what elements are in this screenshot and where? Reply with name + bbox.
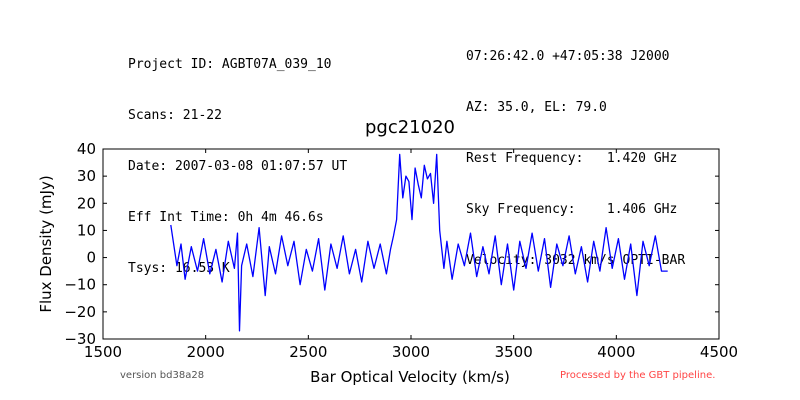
y-tick-label-10: 10 (77, 221, 96, 239)
x-tick-label-3500: 3500 (495, 343, 533, 361)
y-tick-label--30: −30 (64, 330, 96, 348)
plot-area: 1500 2000 2500 3000 3500 4000 4500 −30 −20 −10 0 10… (64, 140, 738, 361)
observation-info-right: 07:26:42.0 +47:05:38 J2000 AZ: 35.0, EL:… (466, 14, 685, 286)
date: Date: 2007-03-08 01:07:57 UT (128, 159, 348, 174)
x-axis-label: Bar Optical Velocity (km/s) (310, 368, 510, 386)
az-el: AZ: 35.0, EL: 79.0 (466, 100, 607, 115)
pipeline-note: Processed by the GBT pipeline. (560, 370, 716, 381)
observation-info-left: Project ID: AGBT07A_039_10 Scans: 21-22 … (128, 22, 347, 294)
chart-title: pgc21020 (365, 117, 455, 138)
x-tick-label-3000: 3000 (392, 343, 430, 361)
y-tick-label-30: 30 (77, 167, 96, 185)
plot-frame (102, 148, 720, 340)
x-tick-label-2000: 2000 (187, 343, 225, 361)
y-tick-label-40: 40 (77, 140, 96, 158)
y-tick-label--20: −20 (64, 303, 96, 321)
coordinates: 07:26:42.0 +47:05:38 J2000 (466, 49, 670, 64)
spectrum-line-0 (170, 153, 668, 332)
project-id: Project ID: AGBT07A_039_10 (128, 57, 332, 72)
tsys: Tsys: 16.53 K (128, 261, 230, 276)
y-tick-label-0: 0 (86, 249, 96, 267)
x-tick-label-2500: 2500 (289, 343, 327, 361)
x-tick-label-4500: 4500 (700, 343, 738, 361)
x-tick-label-4000: 4000 (597, 343, 635, 361)
rest-frequency: Rest Frequency: 1.420 GHz (466, 151, 678, 166)
x-tick-label-1500: 1500 (84, 343, 122, 361)
y-tick-label-20: 20 (77, 194, 96, 212)
y-axis-label: Flux Density (mJy) (37, 175, 55, 312)
version-note: version bd38a28 (120, 370, 205, 381)
y-tick-label--10: −10 (64, 276, 96, 294)
eff-int-time: Eff Int Time: 0h 4m 46.6s (128, 210, 324, 225)
scans: Scans: 21-22 (128, 108, 222, 123)
sky-frequency: Sky Frequency: 1.406 GHz (466, 202, 678, 217)
